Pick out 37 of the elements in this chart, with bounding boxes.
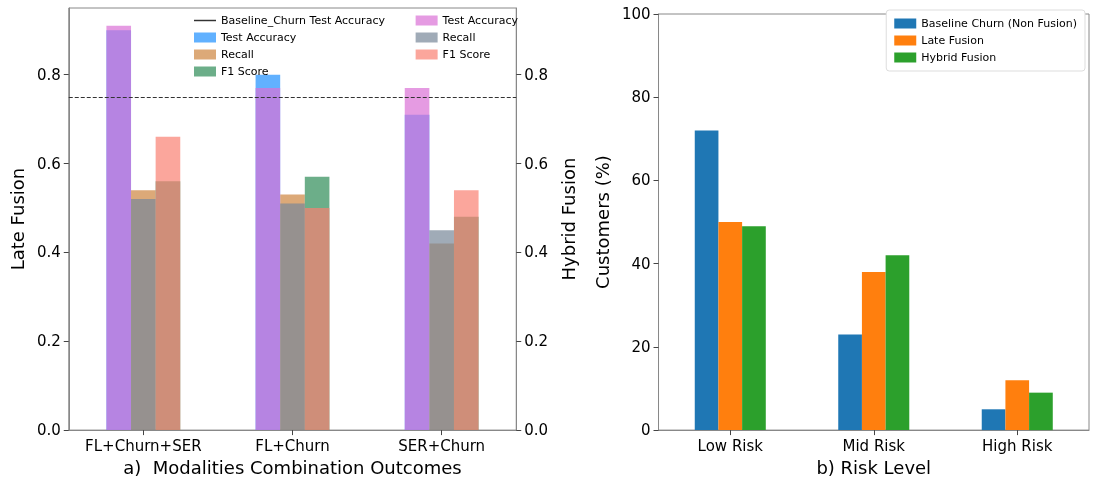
legend-label: Hybrid Fusion bbox=[921, 51, 997, 64]
x-axis-title: a) Modalities Combination Outcomes bbox=[123, 456, 462, 478]
y-tick-label: 0.8 bbox=[36, 65, 61, 84]
y-tick-label: 40 bbox=[631, 254, 651, 273]
y2-tick-label: 0.0 bbox=[524, 421, 549, 440]
y2-tick-label: 0.4 bbox=[524, 243, 549, 262]
legend-label: F1 Score bbox=[221, 65, 269, 78]
y-axis-title: Customers (%) bbox=[591, 155, 613, 289]
x-tick-label: Mid Risk bbox=[842, 436, 906, 455]
x-tick-label: FL+Churn bbox=[255, 436, 330, 455]
y-tick-label: 0.2 bbox=[36, 332, 61, 351]
legend-label: Late Fusion bbox=[921, 34, 984, 47]
y2-tick-label: 0.2 bbox=[524, 332, 549, 351]
y-tick-label: 20 bbox=[631, 337, 651, 356]
x-tick-label: Low Risk bbox=[697, 436, 764, 455]
y2-axis-title: Hybrid Fusion bbox=[557, 157, 579, 281]
y-tick-label: 100 bbox=[621, 5, 651, 23]
y2-tick-label: 0.8 bbox=[524, 65, 549, 84]
legend-label: Test Accuracy bbox=[220, 31, 297, 44]
x-axis-title: b) Risk Level bbox=[816, 456, 932, 478]
legend-label: Recall bbox=[442, 31, 476, 44]
y-tick-label: 0.6 bbox=[36, 154, 61, 173]
x-tick-label: FL+Churn+SER bbox=[85, 436, 202, 455]
y-tick-label: 0.0 bbox=[36, 421, 61, 440]
x-tick-label: SER+Churn bbox=[398, 436, 486, 455]
y2-tick-label: 0.6 bbox=[524, 154, 549, 173]
y-axis-title: Late Fusion bbox=[6, 167, 28, 271]
x-tick-label: High Risk bbox=[982, 436, 1053, 455]
legend-label: Baseline Churn (Non Fusion) bbox=[921, 17, 1078, 30]
legend-label: Baseline_Churn Test Accuracy bbox=[221, 14, 386, 27]
y-tick-label: 0 bbox=[640, 421, 651, 440]
legend-label: Test Accuracy bbox=[441, 14, 519, 27]
legend-label: F1 Score bbox=[442, 48, 491, 61]
y-tick-label: 80 bbox=[631, 88, 651, 107]
y-tick-label: 60 bbox=[631, 171, 651, 190]
legend-label: Recall bbox=[221, 48, 254, 61]
y-tick-label: 0.4 bbox=[36, 243, 61, 262]
